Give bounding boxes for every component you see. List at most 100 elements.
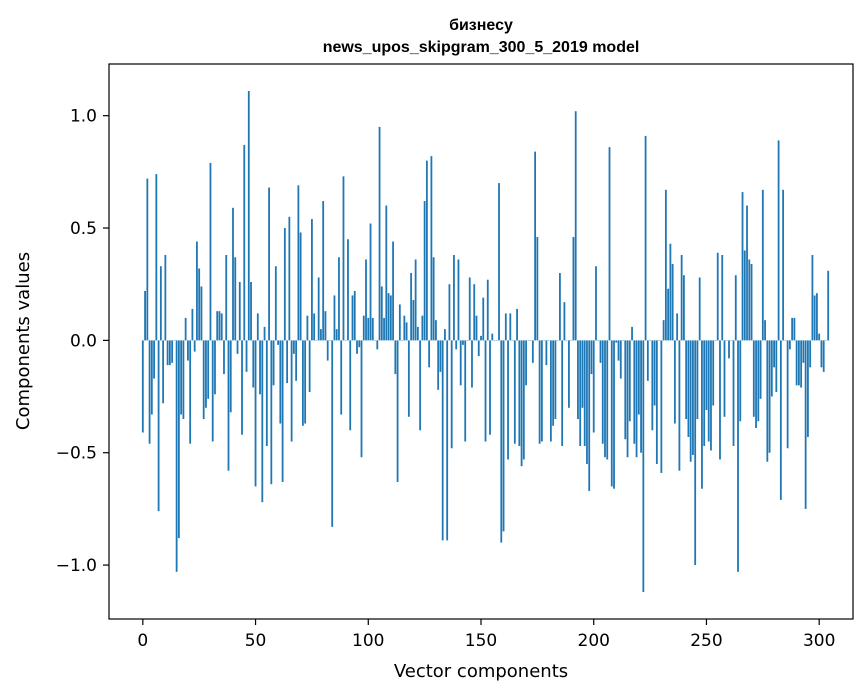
bar bbox=[437, 340, 440, 390]
bar bbox=[419, 340, 422, 431]
bar bbox=[689, 340, 692, 462]
bar bbox=[180, 340, 183, 415]
bar bbox=[444, 329, 446, 341]
bar bbox=[613, 340, 615, 489]
bar bbox=[782, 189, 785, 341]
bar bbox=[583, 340, 586, 446]
bar bbox=[410, 272, 413, 341]
y-axis-ticks: −1.0 −0.5 0.0 0.5 1.0 bbox=[56, 107, 109, 576]
bar bbox=[716, 252, 719, 341]
bar bbox=[241, 340, 243, 435]
bar bbox=[272, 340, 275, 386]
bar bbox=[484, 340, 487, 442]
bar bbox=[229, 340, 232, 413]
x-axis-label: Vector components bbox=[394, 661, 568, 682]
bar bbox=[807, 340, 809, 437]
bar bbox=[414, 259, 417, 341]
bar bbox=[624, 340, 627, 440]
bar bbox=[619, 340, 622, 379]
bar bbox=[214, 340, 216, 395]
bar bbox=[581, 340, 584, 408]
bar bbox=[216, 311, 219, 341]
bar bbox=[378, 126, 381, 341]
bar bbox=[732, 340, 735, 446]
bar bbox=[791, 317, 794, 341]
y-tick-label: −1.0 bbox=[56, 556, 97, 576]
bar bbox=[205, 340, 207, 408]
bar bbox=[635, 340, 638, 458]
bar bbox=[631, 326, 633, 341]
x-tick-label: 300 bbox=[803, 631, 835, 651]
bar bbox=[615, 340, 618, 343]
bar bbox=[171, 340, 174, 363]
bar bbox=[563, 302, 566, 341]
bar bbox=[800, 340, 803, 388]
bar bbox=[516, 308, 518, 341]
bar bbox=[606, 340, 609, 460]
y-tick-label: 1.0 bbox=[70, 107, 97, 127]
bar bbox=[786, 340, 789, 449]
bar bbox=[710, 340, 712, 451]
bar bbox=[468, 277, 471, 341]
y-tick-label: 0.5 bbox=[70, 219, 97, 239]
bar bbox=[218, 311, 221, 341]
bar bbox=[367, 317, 370, 341]
bar bbox=[626, 340, 629, 458]
bar bbox=[692, 340, 694, 455]
bar bbox=[459, 340, 462, 386]
bar bbox=[504, 313, 507, 341]
bar bbox=[617, 340, 620, 361]
bar bbox=[263, 326, 266, 341]
bar bbox=[687, 340, 690, 437]
bar bbox=[207, 340, 210, 399]
bar bbox=[721, 254, 724, 341]
bar bbox=[743, 250, 746, 341]
bar bbox=[223, 340, 225, 375]
bar bbox=[507, 340, 509, 460]
bar bbox=[637, 340, 640, 415]
bar bbox=[432, 257, 435, 341]
chart-title-line2: news_upos_skipgram_300_5_2019 model bbox=[323, 39, 640, 56]
bar bbox=[283, 228, 286, 341]
bar bbox=[250, 281, 252, 341]
bar bbox=[331, 340, 334, 527]
bar bbox=[144, 290, 146, 341]
bar bbox=[568, 340, 570, 408]
bar bbox=[209, 162, 212, 341]
bar bbox=[243, 144, 246, 341]
bar bbox=[646, 340, 649, 381]
bar bbox=[775, 340, 778, 393]
bar bbox=[301, 340, 304, 426]
bar bbox=[531, 340, 534, 363]
bar bbox=[225, 254, 228, 341]
bar bbox=[559, 272, 561, 341]
bar bbox=[162, 340, 165, 404]
bar bbox=[455, 340, 458, 350]
bar bbox=[320, 329, 322, 341]
bar bbox=[392, 241, 394, 341]
bar bbox=[540, 340, 543, 442]
bar bbox=[428, 340, 431, 368]
bar bbox=[522, 340, 525, 460]
bar bbox=[746, 205, 748, 341]
bar bbox=[728, 340, 730, 359]
bar bbox=[750, 263, 753, 341]
bar bbox=[247, 90, 250, 341]
bar bbox=[599, 340, 602, 363]
bar bbox=[175, 340, 178, 572]
bar bbox=[574, 111, 577, 341]
bar bbox=[333, 295, 336, 341]
bar bbox=[148, 340, 151, 444]
bar bbox=[268, 187, 270, 341]
bar bbox=[667, 288, 670, 341]
bar bbox=[676, 313, 679, 341]
bar bbox=[475, 315, 478, 341]
bar bbox=[462, 340, 464, 345]
bar bbox=[403, 315, 406, 341]
bar bbox=[159, 266, 162, 341]
bar bbox=[202, 340, 205, 420]
bar bbox=[430, 156, 433, 341]
bar bbox=[723, 340, 726, 417]
bar bbox=[369, 223, 372, 341]
bar bbox=[822, 340, 825, 372]
